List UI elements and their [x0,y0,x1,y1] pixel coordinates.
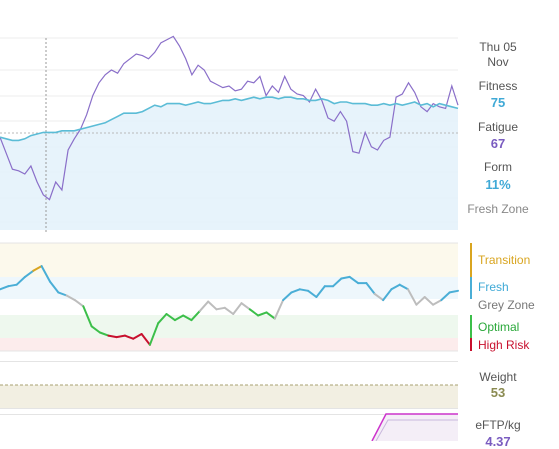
fitness-label: Fitness [478,79,518,93]
form-segment [198,300,210,312]
fitness-area [0,97,458,230]
eftp-label: eFTP/kg [475,418,521,432]
form-segment [348,275,360,285]
zone-high-risk-label: High Risk [478,338,530,352]
form-segment [223,306,235,315]
form-segment [232,302,243,315]
fitness-fatigue-panel [0,35,459,232]
form-segment [140,333,151,346]
date-label: Thu 05 Nov [462,40,534,70]
form-value: 11% [485,177,511,192]
eftp-value: 4.37 [485,434,511,449]
form-segment [49,280,60,294]
form-segment [57,291,68,297]
date-line1: Thu 05 [479,40,517,54]
form-segment [448,289,459,294]
weight-label: Weight [479,370,517,384]
zone-fresh-band [0,277,458,299]
fatigue-value: 67 [490,136,506,151]
form-segment [73,299,85,308]
zone-optimal-band [0,315,458,338]
form-segment [7,283,18,288]
form-segment [157,313,168,325]
form-segment [98,331,110,337]
form-segment [240,302,251,311]
form-segment [107,334,118,339]
panel3-bottom-border [0,408,458,409]
form-zone-label: Fresh Zone [467,202,529,216]
form-segment [382,288,393,302]
zone-optimal-marker [470,315,472,338]
form-segment [298,288,310,292]
eftp-panel [0,413,458,441]
form-segment [165,313,176,322]
form-label: Form [484,160,512,174]
panel3-top-border [0,361,458,362]
form-segment [182,314,193,322]
form-segment [340,275,351,280]
form-segment [132,333,143,340]
zone-grey-label: Grey Zone [478,298,535,312]
zone-optimal-label: Optimal [478,320,520,334]
zone-transition-marker [470,243,472,277]
form-segment [190,309,201,322]
form-segment [15,275,26,286]
form-segment [215,306,226,311]
form-segment [32,265,43,272]
panel4-top-border [0,414,458,415]
zone-fresh-label: Fresh [478,280,509,294]
form-segment [315,285,326,298]
form-segment [432,299,443,306]
zone-transition-label: Transition [478,253,531,267]
form-segment [123,334,135,340]
zone-transition-band [0,243,458,277]
weight-value: 53 [490,385,506,400]
form-segment [282,291,293,302]
zone-grey-band [0,299,458,315]
zone-high-risk-marker [470,338,472,351]
form-segment [332,277,343,288]
form-segment [398,283,409,291]
form-segment [415,296,426,306]
zone-fresh-marker [470,277,472,299]
fatigue-line [0,35,459,201]
form-segment [0,285,10,291]
form-lines [0,265,459,346]
form-segment [290,288,301,294]
form-segment [148,322,160,346]
fitness-line [0,96,459,142]
form-segment [82,305,93,328]
fitness-value: 75 [490,95,506,110]
form-segment [207,300,218,311]
weight-area [0,385,458,408]
form-segment [40,265,51,283]
eftp-area [372,414,458,441]
eftp-secondary-line [375,419,458,441]
form-segment [407,288,418,306]
form-segment [24,269,35,278]
form-segment [423,296,434,306]
date-line2: Nov [487,55,509,69]
form-segment [115,334,126,339]
form-segment [257,311,268,317]
form-segment [248,308,260,317]
form-segment [390,283,401,291]
eftp-line [371,413,458,441]
form-segment [65,294,76,302]
form-segment [307,289,318,298]
zone-high-risk-band [0,338,458,351]
fatigue-label: Fatigue [477,120,519,134]
form-segment [90,325,101,334]
form-panel [0,242,472,352]
weight-panel [0,361,458,409]
form-segment [273,299,285,320]
form-segment [373,292,385,302]
form-segment [440,291,451,302]
form-segment [265,311,276,320]
form-segment [173,314,185,322]
form-segment [365,282,376,295]
